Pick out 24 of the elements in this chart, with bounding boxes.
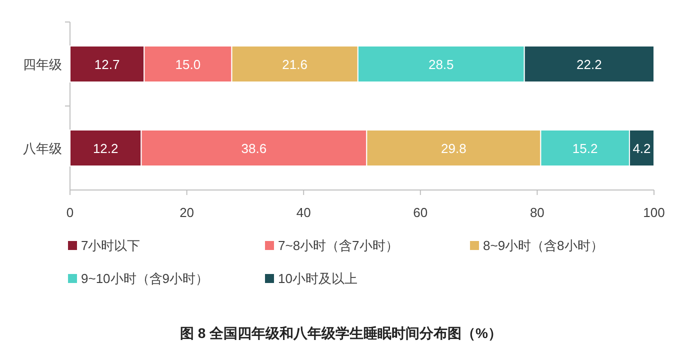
data-label: 38.6 [241, 141, 267, 156]
data-label: 15.2 [572, 141, 598, 156]
data-label: 4.2 [632, 141, 651, 156]
text: 图 8 全国四年级和八年级学生睡眠时间分布图（%） [180, 325, 502, 341]
data-label: 21.6 [282, 57, 308, 72]
legend-label: 7小时以下 [81, 238, 140, 253]
x-tick-label: 100 [643, 205, 665, 220]
data-label: 22.2 [576, 57, 602, 72]
data-label: 29.8 [441, 141, 466, 156]
legend-label: 10小时及以上 [278, 271, 358, 286]
data-label: 28.5 [428, 57, 454, 72]
legend-label: 9~10小时（含9小时） [81, 271, 209, 286]
legend-label: 7~8小时（含7小时） [278, 238, 398, 253]
data-label: 15.0 [175, 57, 201, 72]
x-tick-label: 60 [413, 205, 428, 220]
y-tick-label: 八年级 [23, 141, 62, 156]
x-tick-label: 40 [296, 205, 311, 220]
x-tick-label: 0 [66, 205, 74, 220]
data-label: 12.2 [92, 141, 118, 156]
legend-label: 8~9小时（含8小时） [483, 238, 604, 253]
y-tick-label: 四年级 [23, 57, 62, 72]
x-tick-label: 20 [180, 205, 194, 220]
x-tick-label: 80 [530, 205, 544, 220]
data-label: 12.7 [94, 57, 120, 72]
